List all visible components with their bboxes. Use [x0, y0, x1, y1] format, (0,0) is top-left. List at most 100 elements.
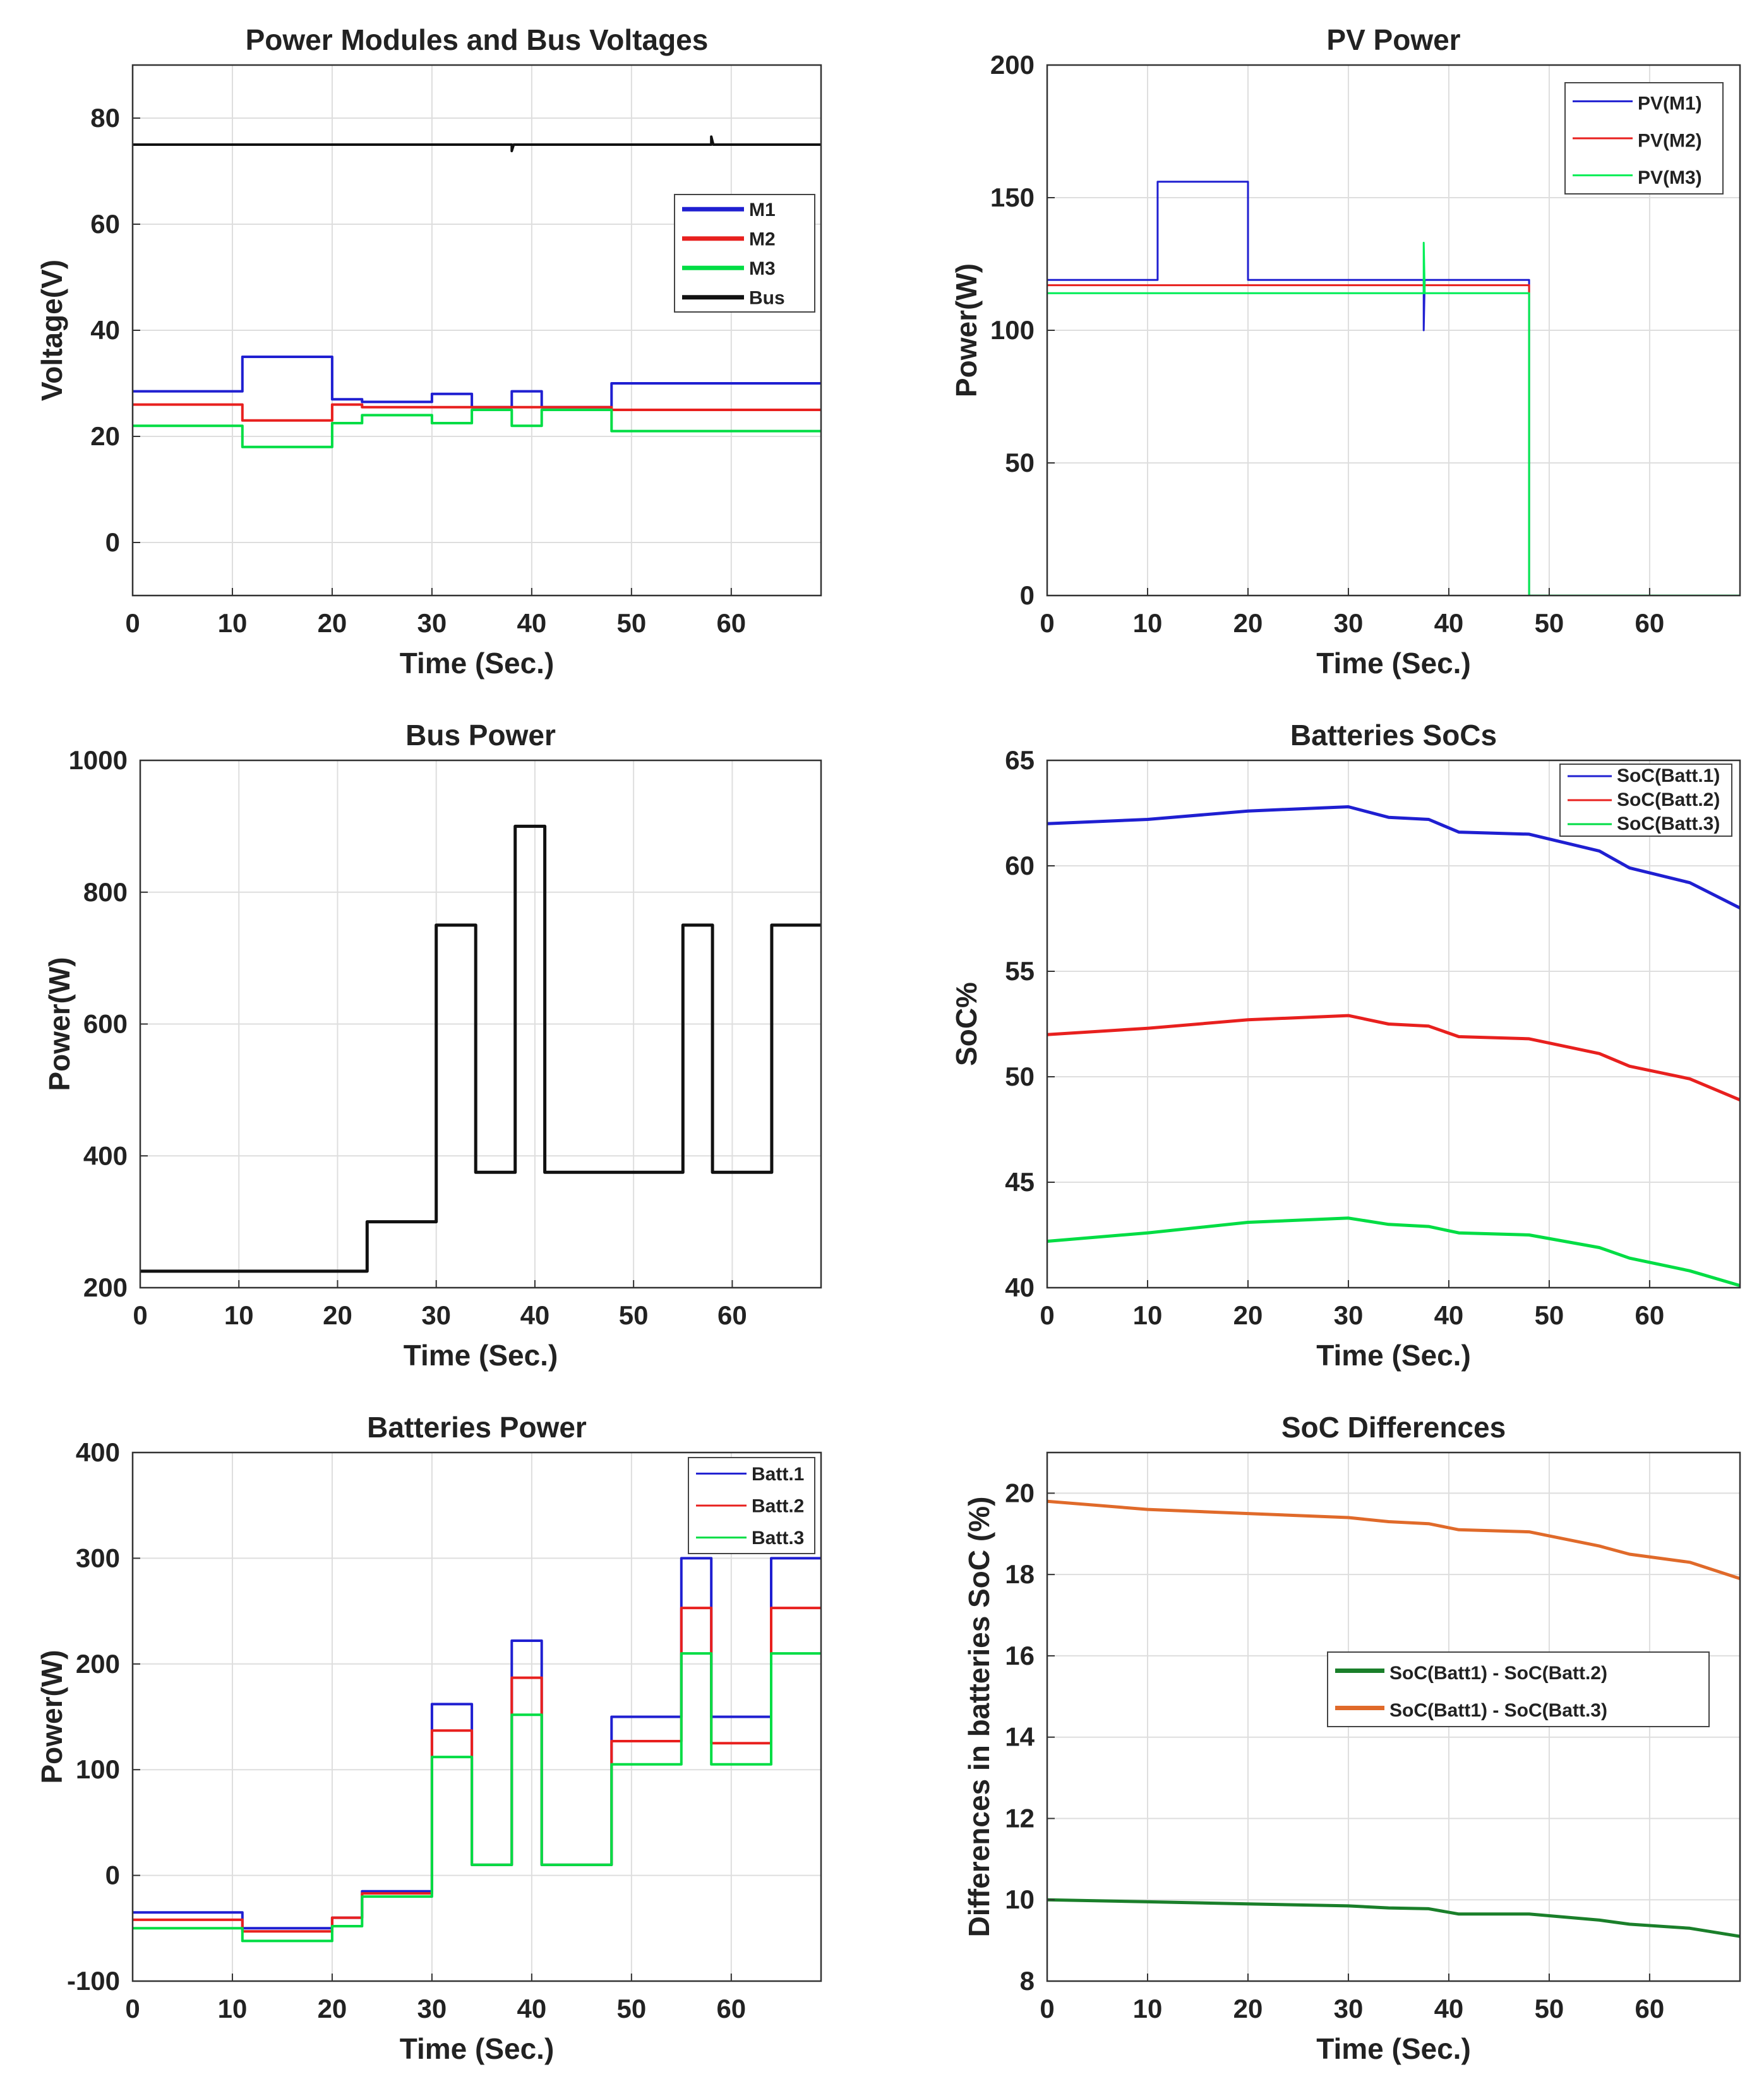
y-axis-label: Differences in batteries SoC (%) [963, 1497, 995, 1938]
y-tick-label: 50 [1005, 448, 1035, 477]
legend-label-soc-batt-3-: SoC(Batt.3) [1617, 813, 1720, 834]
chart-p4: 0 10 20 30 40 50 60 40 45 50 55 60 65 Batteries SoCs T… [950, 719, 1741, 1372]
legend-label-soc-batt-2-: SoC(Batt.2) [1617, 789, 1720, 810]
x-axis-label: Time (Sec.) [404, 1339, 558, 1372]
x-tick-label: 30 [1334, 608, 1364, 638]
y-tick-label: 16 [1005, 1641, 1035, 1670]
y-axis-label: Power(W) [43, 957, 76, 1091]
x-tick-label: 30 [417, 1994, 447, 2023]
legend-label-pv-m3-: PV(M3) [1638, 167, 1702, 188]
x-axis-label: Time (Sec.) [1316, 1339, 1471, 1372]
x-tick-label: 40 [517, 1994, 547, 2023]
y-tick-label: 18 [1005, 1559, 1035, 1589]
y-tick-label: 200 [83, 1273, 128, 1302]
y-tick-label: 1000 [69, 745, 128, 775]
x-tick-label: 10 [218, 608, 248, 638]
x-tick-label: 20 [1233, 608, 1263, 638]
y-tick-label: 0 [105, 527, 120, 557]
y-tick-label: 800 [83, 877, 128, 907]
y-tick-label: 100 [76, 1754, 120, 1784]
x-tick-label: 50 [1535, 608, 1564, 638]
x-tick-label: 0 [1040, 608, 1054, 638]
y-tick-label: 60 [90, 209, 120, 239]
series-line-pv-m3- [1047, 241, 1740, 596]
y-tick-label: 300 [76, 1543, 120, 1573]
y-tick-label: 0 [105, 1860, 120, 1890]
legend-label-soc-batt1-soc-batt-3-: SoC(Batt1) - SoC(Batt.3) [1389, 1700, 1607, 1721]
x-tick-label: 50 [1535, 1994, 1564, 2023]
x-tick-label: 60 [1635, 1300, 1665, 1330]
series-line-soc-batt1-soc-batt-3- [1047, 1499, 1740, 1580]
series-line-bus [140, 824, 821, 1273]
x-tick-label: 20 [318, 608, 347, 638]
y-tick-label: 50 [1005, 1062, 1035, 1091]
x-tick-label: 40 [520, 1300, 550, 1330]
legend-label-batt-3: Batt.3 [752, 1528, 804, 1549]
legend-label-m1: M1 [749, 200, 776, 220]
y-axis-label: Power(W) [950, 263, 983, 397]
y-tick-label: 80 [90, 103, 120, 133]
x-tick-label: 50 [619, 1300, 649, 1330]
x-tick-label: 60 [1635, 1994, 1665, 2023]
series-line-m3 [133, 409, 821, 448]
legend: SoC(Batt1) - SoC(Batt.2) SoC(Batt1) - SoC… [1327, 1651, 1710, 1727]
x-tick-label: 10 [224, 1300, 254, 1330]
x-tick-label: 0 [1040, 1300, 1054, 1330]
y-tick-label: 8 [1020, 1966, 1035, 1996]
y-tick-label: 100 [990, 315, 1035, 345]
series-line-soc-batt1-soc-batt-2- [1047, 1898, 1740, 1938]
y-tick-label: 60 [1005, 851, 1035, 880]
legend: Batt.1 Batt.2 Batt.3 [688, 1457, 815, 1554]
y-tick-label: -100 [67, 1966, 120, 1996]
x-axis-label: Time (Sec.) [1316, 2032, 1471, 2065]
x-tick-label: 0 [133, 1300, 147, 1330]
legend-label-bus: Bus [749, 287, 785, 308]
y-tick-label: 20 [90, 421, 120, 451]
x-tick-label: 20 [323, 1300, 352, 1330]
x-tick-label: 60 [717, 1300, 747, 1330]
x-tick-label: 10 [218, 1994, 248, 2023]
y-tick-label: 200 [76, 1649, 120, 1679]
legend-label-batt-1: Batt.1 [752, 1464, 804, 1485]
x-tick-label: 20 [1233, 1300, 1263, 1330]
chart-p2: 0 10 20 30 40 50 60 0 50 100 150 200 PV Power Time (S… [950, 23, 1741, 680]
x-tick-label: 50 [616, 608, 646, 638]
y-tick-label: 40 [1005, 1273, 1035, 1302]
chart-title: SoC Differences [1281, 1411, 1506, 1444]
x-tick-label: 50 [616, 1994, 646, 2023]
legend-box [674, 194, 815, 313]
x-tick-label: 60 [716, 1994, 746, 2023]
axes-frame [1046, 1451, 1741, 1982]
axes-frame [1046, 759, 1741, 1289]
y-tick-label: 10 [1005, 1884, 1035, 1914]
series-line-soc-batt-1- [1047, 805, 1740, 910]
y-tick-label: 400 [76, 1437, 120, 1467]
x-axis-label: Time (Sec.) [400, 647, 555, 680]
legend: SoC(Batt.1) SoC(Batt.2) SoC(Batt.3) [1559, 764, 1732, 837]
x-tick-label: 10 [1133, 1994, 1163, 2023]
y-tick-label: 0 [1020, 580, 1035, 610]
y-axis-label: SoC% [950, 982, 983, 1066]
y-tick-label: 400 [83, 1141, 128, 1170]
x-tick-label: 60 [716, 608, 746, 638]
legend: PV(M1) PV(M2) PV(M3) [1564, 82, 1724, 195]
x-tick-label: 30 [417, 608, 447, 638]
x-tick-label: 0 [125, 608, 140, 638]
chart-p3: 0 10 20 30 40 50 60 200 400 600 800 1000 Bus Power Ti… [43, 719, 822, 1372]
legend-label-pv-m2-: PV(M2) [1638, 130, 1702, 151]
y-tick-label: 14 [1005, 1722, 1035, 1752]
x-tick-label: 30 [421, 1300, 451, 1330]
legend-label-m2: M2 [749, 229, 776, 249]
y-tick-label: 150 [990, 183, 1035, 212]
x-tick-label: 40 [1434, 608, 1464, 638]
series-line-batt-3 [133, 1652, 821, 1943]
series-line-soc-batt-3- [1047, 1216, 1740, 1288]
y-axis-label: Voltage(V) [35, 260, 68, 401]
series-line-bus [133, 135, 821, 153]
legend-label-soc-batt1-soc-batt-2-: SoC(Batt1) - SoC(Batt.2) [1389, 1663, 1607, 1684]
x-tick-label: 10 [1133, 608, 1163, 638]
legend-label-soc-batt-1-: SoC(Batt.1) [1617, 765, 1720, 786]
legend: M1 M2 M3 Bus [674, 194, 815, 313]
chart-title: Power Modules and Bus Voltages [246, 23, 709, 56]
y-tick-label: 40 [90, 315, 120, 345]
